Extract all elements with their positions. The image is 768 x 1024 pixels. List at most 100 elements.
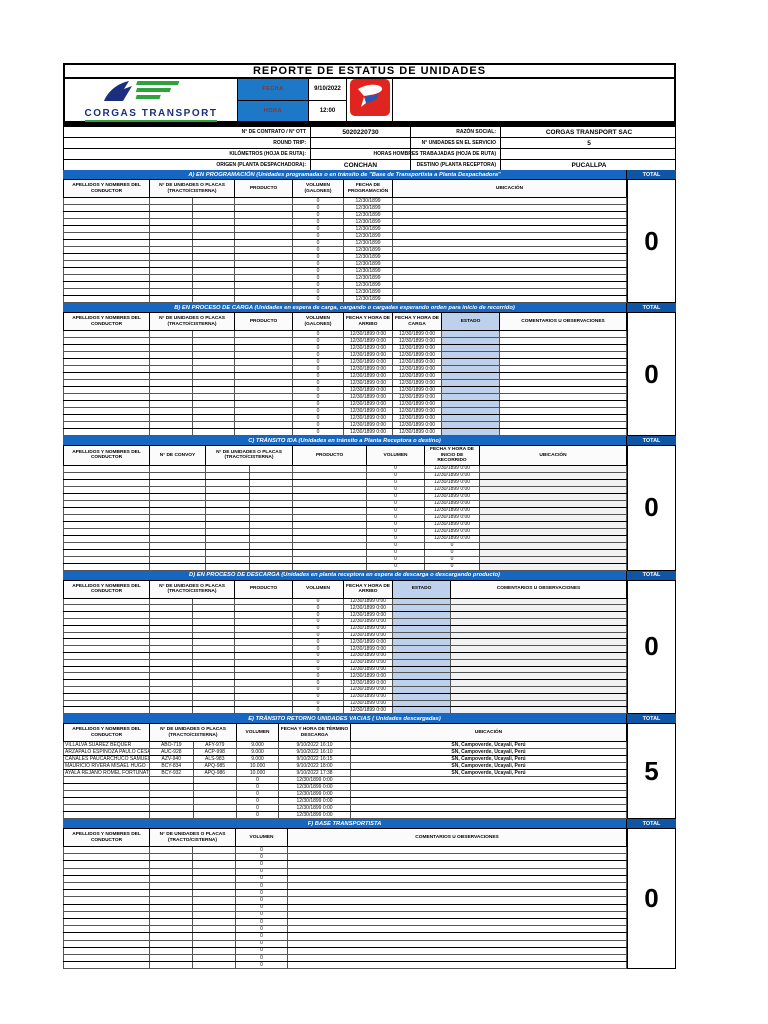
cell bbox=[149, 946, 193, 955]
cell: 0 bbox=[424, 562, 481, 571]
column-header: PRODUCTO bbox=[234, 179, 294, 198]
cell bbox=[234, 337, 294, 345]
cell: 12/30/1899 bbox=[343, 260, 394, 268]
cell: 12/30/1899 0:00 bbox=[343, 400, 394, 408]
table-row: MAURICIO RIVERA MISAEL HUGO BCY-834 APQ-98… bbox=[63, 762, 628, 771]
cell: 9/10/2022 16:10 bbox=[278, 741, 352, 750]
table-row: 0 12/30/1899 bbox=[63, 253, 628, 261]
cell bbox=[149, 860, 193, 869]
cell: 12/30/1899 0:00 bbox=[343, 645, 394, 653]
cell bbox=[234, 672, 294, 681]
cell bbox=[292, 534, 368, 543]
cell bbox=[499, 372, 628, 380]
cell bbox=[392, 651, 452, 660]
cell bbox=[191, 638, 236, 647]
column-header: APELLIDOS Y NOMBRES DEL CONDUCTOR bbox=[63, 312, 150, 331]
cell bbox=[441, 386, 501, 394]
cell: 0 bbox=[366, 478, 426, 487]
cell bbox=[149, 281, 193, 289]
cell bbox=[292, 541, 368, 550]
table-row: 0 12/30/1899 0:00 12/30/1899 0:00 bbox=[63, 421, 628, 429]
cell bbox=[63, 604, 150, 613]
cell: 0 bbox=[235, 939, 289, 948]
cell: 0 bbox=[292, 393, 345, 401]
cell bbox=[499, 421, 628, 429]
cell bbox=[248, 562, 294, 571]
column-header: FECHA Y HORA DE ARRIBO bbox=[343, 312, 394, 331]
cell bbox=[63, 706, 150, 715]
section-D-title: D) EN PROCESO DE DESCARGA (Unidades en p… bbox=[63, 570, 626, 580]
total-value: 5 bbox=[644, 755, 659, 786]
cell bbox=[392, 204, 628, 212]
cell: 0 bbox=[292, 428, 345, 436]
total-value: 0 bbox=[644, 631, 659, 662]
cell bbox=[450, 631, 628, 640]
cell bbox=[191, 853, 237, 862]
cell bbox=[441, 379, 501, 387]
cell bbox=[234, 267, 294, 275]
cell: 12/30/1899 bbox=[343, 295, 394, 303]
cell bbox=[149, 604, 193, 613]
cell bbox=[63, 428, 150, 436]
cell bbox=[149, 267, 193, 275]
cell bbox=[149, 499, 206, 508]
destino-value: PUCALLPA bbox=[571, 161, 607, 169]
cell: 0 bbox=[235, 925, 289, 934]
cell bbox=[149, 804, 194, 813]
cell bbox=[191, 946, 237, 955]
cell bbox=[191, 211, 236, 219]
cell bbox=[392, 597, 452, 606]
cell bbox=[63, 953, 150, 963]
cell bbox=[191, 379, 236, 387]
table-row: 0 12/30/1899 0:00 12/30/1899 0:00 bbox=[63, 393, 628, 401]
table-row: 0 12/30/1899 0:00 bbox=[63, 471, 628, 480]
table-row: 0 12/30/1899 0:00 bbox=[63, 485, 628, 494]
cell bbox=[63, 288, 150, 296]
cell bbox=[149, 295, 193, 303]
cell bbox=[234, 706, 294, 715]
cell: 0 bbox=[292, 692, 345, 701]
column-header: APELLIDOS Y NOMBRES DEL CONDUCTOR bbox=[63, 579, 150, 599]
cell: 12/30/1899 0:00 bbox=[343, 407, 394, 415]
cell bbox=[63, 811, 150, 820]
cell: 0 bbox=[366, 541, 426, 550]
cell bbox=[234, 658, 294, 667]
cell bbox=[248, 499, 294, 508]
cell bbox=[350, 804, 628, 813]
cell bbox=[191, 407, 236, 415]
cell: 12/30/1899 0:00 bbox=[424, 485, 481, 494]
info-row-roundtrip: ROUND TRIP: N° UNIDADES EN EL SERVICIO 5 bbox=[64, 138, 675, 149]
cell: 0 bbox=[292, 400, 345, 408]
cell bbox=[191, 611, 236, 619]
cell bbox=[248, 506, 294, 515]
cell: 0 bbox=[366, 492, 426, 501]
cell: 12/30/1899 bbox=[343, 197, 394, 205]
cell bbox=[392, 260, 628, 268]
cell bbox=[248, 520, 294, 529]
cell bbox=[441, 372, 501, 380]
cell bbox=[149, 246, 193, 254]
cell bbox=[63, 776, 150, 785]
cell bbox=[392, 617, 452, 626]
cell bbox=[63, 239, 150, 247]
cell bbox=[191, 961, 237, 970]
table-row: 0 bbox=[63, 896, 628, 905]
table-row: 0 12/30/1899 bbox=[63, 288, 628, 296]
column-header: UBICACIÓN bbox=[350, 723, 628, 743]
cell bbox=[63, 337, 150, 345]
cell bbox=[205, 471, 250, 480]
cell bbox=[205, 478, 250, 487]
cell bbox=[63, 204, 150, 212]
cell bbox=[191, 665, 236, 674]
cell: 12/30/1899 bbox=[343, 204, 394, 212]
table-row: 0 12/30/1899 bbox=[63, 211, 628, 219]
fecha-value: 9/10/2022 bbox=[309, 79, 347, 101]
cell bbox=[292, 520, 368, 529]
cell bbox=[192, 811, 238, 820]
cell: 0 bbox=[424, 555, 481, 564]
cell bbox=[191, 330, 236, 338]
cell: 12/30/1899 0:00 bbox=[343, 372, 394, 380]
cell bbox=[441, 358, 501, 366]
cell: 0 bbox=[292, 365, 345, 373]
